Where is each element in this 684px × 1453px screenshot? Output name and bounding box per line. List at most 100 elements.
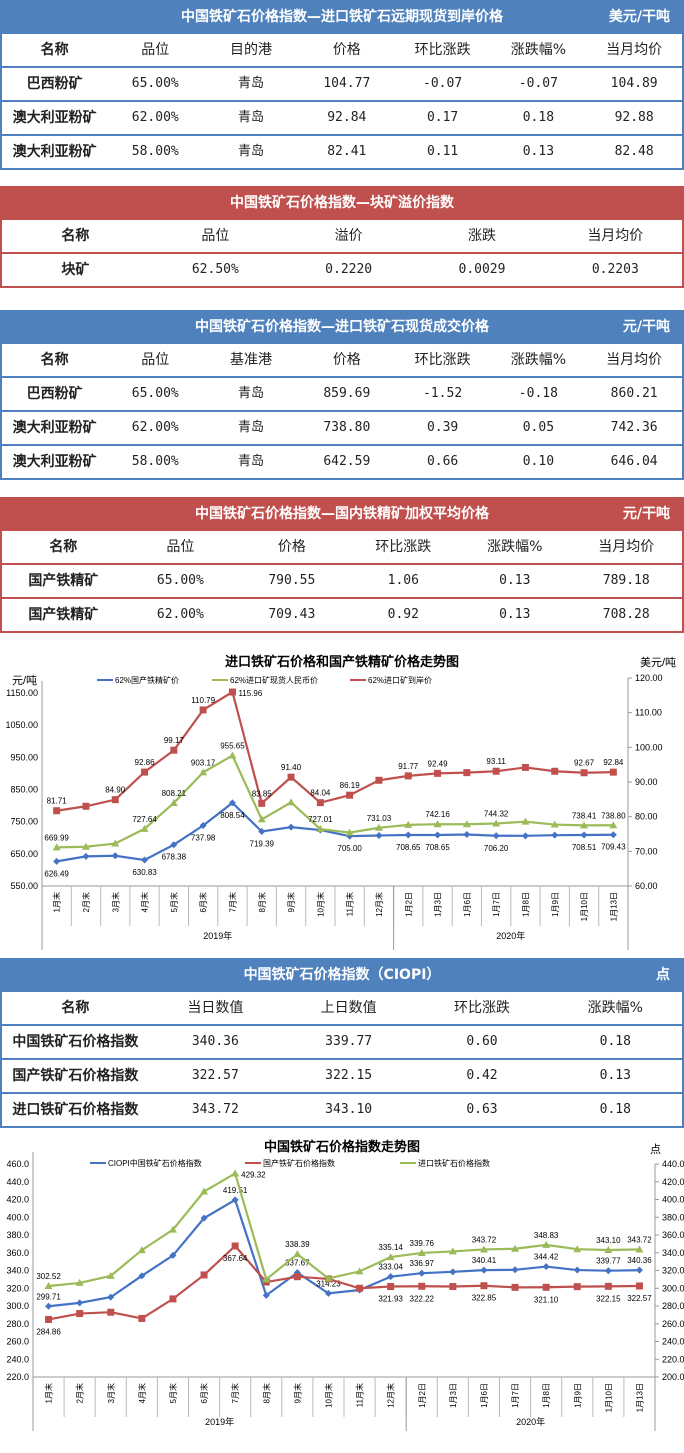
cell-value: 青岛 (238, 110, 265, 125)
column-header: 溢价 (334, 228, 363, 244)
data-point (521, 817, 530, 825)
table-title-bar: 中国铁矿石价格指数—进口铁矿石现货成交价格 元/干吨 (0, 310, 684, 344)
table-title: 中国铁矿石价格指数（CIOPI） (243, 967, 441, 983)
data-point (492, 819, 501, 827)
column-header: 名称 (40, 352, 69, 368)
cell-value: 742.36 (610, 420, 658, 435)
data-label: 83.85 (252, 789, 273, 798)
data-point (542, 1283, 550, 1291)
data-point (200, 1187, 209, 1195)
cell-value: 58.00% (131, 144, 179, 159)
x-group-label: 2020年 (496, 930, 525, 941)
cell-value: 343.72 (191, 1102, 239, 1117)
x-group-label: 2020年 (516, 1416, 545, 1427)
data-point (480, 1282, 488, 1290)
unit-label: 点 (656, 967, 670, 983)
data-label: 742.16 (425, 810, 450, 819)
cell-value: 322.15 (325, 1068, 373, 1083)
data-label: 705.00 (337, 844, 362, 853)
x-tick-label: 7月末 (227, 892, 237, 912)
data-label: 344.42 (534, 1253, 559, 1262)
cell-value: 青岛 (238, 386, 265, 401)
data-point (82, 852, 90, 860)
data-label: 337.67 (285, 1259, 310, 1268)
y-tick-label: 340.0 (6, 1266, 29, 1276)
row-name: 澳大利亚粉矿 (12, 454, 97, 470)
table-row: 巴西粉矿 65.00% 青岛 104.77 -0.07 -0.07 104.89 (0, 68, 684, 102)
cell-value: 0.13 (499, 573, 531, 588)
x-tick-label: 1月8日 (542, 1383, 551, 1408)
column-header: 基准港 (230, 352, 273, 368)
y-tick-label: 460.0 (6, 1159, 29, 1169)
table-row: 澳大利亚粉矿 58.00% 青岛 642.59 0.66 0.10 646.04 (0, 446, 684, 480)
cell-value: -0.07 (423, 76, 463, 91)
data-label: 99.17 (164, 736, 185, 745)
column-header: 涨跌幅% (510, 42, 567, 58)
cell-value: 1.06 (387, 573, 419, 588)
data-point (257, 815, 266, 823)
x-tick-label: 1月2日 (404, 892, 413, 917)
legend-label: 62%国产铁精矿价 (115, 675, 179, 685)
data-point (551, 831, 559, 839)
cell-value: 62.50% (191, 262, 239, 277)
chart-title: 进口铁矿石价格和国产铁精矿价格走势图 (225, 654, 459, 669)
data-point (387, 1273, 395, 1281)
column-header: 品位 (141, 352, 170, 368)
y-tick-label: 380.0 (6, 1230, 29, 1240)
column-header: 价格 (332, 42, 361, 58)
column-header: 当日数值 (187, 1000, 244, 1016)
series-line (48, 1244, 640, 1321)
row-name: 巴西粉矿 (26, 76, 83, 92)
column-header: 涨跌幅% (487, 539, 543, 555)
column-header: 价格 (277, 539, 306, 555)
data-label: 339.77 (596, 1257, 621, 1266)
row-name: 巴西粉矿 (26, 386, 83, 402)
cell-value: 0.92 (387, 607, 419, 622)
data-point (169, 798, 178, 806)
data-point (345, 828, 354, 836)
y-tick-label: 220.0 (6, 1372, 29, 1382)
data-point (76, 1299, 84, 1307)
y2-tick-label: 380.0 (662, 1212, 684, 1222)
cell-value: 62.00% (156, 607, 204, 622)
data-point (200, 1271, 208, 1279)
x-tick-label: 7月末 (230, 1383, 240, 1403)
data-point (199, 822, 207, 830)
y-tick-label: 440.0 (6, 1177, 29, 1187)
cell-value: 789.18 (602, 573, 650, 588)
table-title-bar: 中国铁矿石价格指数—块矿溢价指数 (0, 186, 684, 220)
x-tick-label: 11月末 (355, 1383, 365, 1407)
table-header-row: 名称 当日数值 上日数值 环比涨跌 涨跌幅% (0, 992, 684, 1026)
column-header: 价格 (332, 352, 361, 368)
data-label: 343.10 (596, 1236, 621, 1245)
x-tick-label: 2月末 (81, 892, 91, 912)
x-tick-label: 9月末 (292, 1383, 302, 1403)
data-label: 669.99 (44, 833, 69, 842)
ciopi-table: 中国铁矿石价格指数（CIOPI） 点名称 当日数值 上日数值 环比涨跌 涨跌幅% 中国铁矿石… (0, 958, 684, 1128)
data-point (404, 820, 413, 828)
data-label: 737.98 (191, 834, 216, 843)
x-tick-label: 1月10日 (580, 892, 589, 921)
y-tick-label: 1050.00 (5, 720, 38, 730)
data-point (609, 821, 618, 829)
y2-tick-label: 200.0 (662, 1372, 684, 1382)
data-point (228, 688, 236, 696)
cell-value: 58.00% (131, 454, 179, 469)
data-point (170, 841, 178, 849)
y2-tick-label: 440.0 (662, 1159, 684, 1169)
column-header: 品位 (141, 42, 170, 58)
data-label: 335.14 (378, 1243, 403, 1252)
cell-value: 104.89 (610, 76, 658, 91)
x-tick-label: 8月末 (257, 892, 267, 912)
x-tick-label: 2月末 (75, 1383, 85, 1403)
series-line (56, 690, 614, 812)
data-point (262, 1291, 270, 1299)
column-header: 目的港 (230, 42, 273, 58)
data-point (316, 825, 325, 833)
cell-value: 738.80 (323, 420, 371, 435)
data-point (375, 776, 383, 784)
data-point (81, 842, 90, 850)
data-point (262, 1275, 271, 1283)
y-tick-label: 950.00 (10, 752, 38, 762)
